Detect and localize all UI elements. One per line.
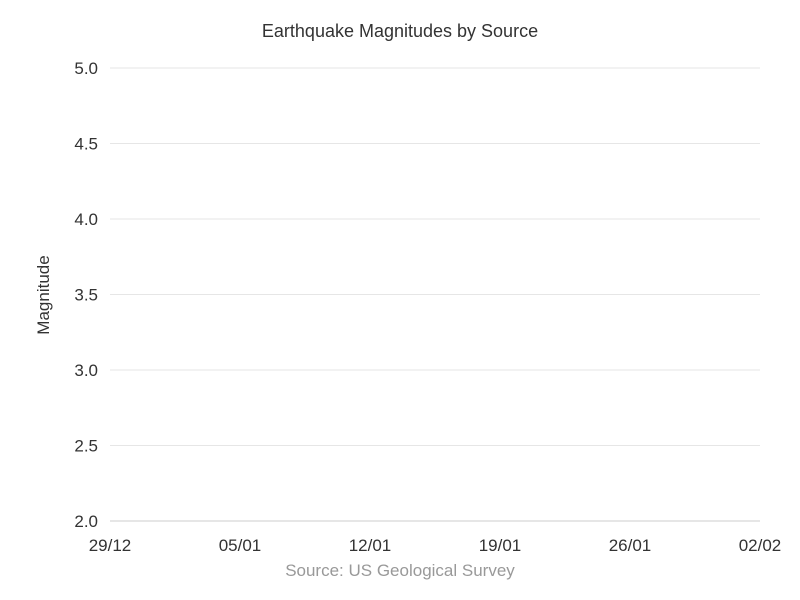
y-gridlines [110, 67, 760, 446]
y-tick-label: 2.5 [74, 437, 98, 456]
y-tick-label: 3.5 [74, 286, 98, 305]
y-tick-label: 4.5 [74, 135, 98, 154]
y-tick-label: 5.0 [74, 59, 98, 78]
chart-title: Earthquake Magnitudes by Source [262, 21, 538, 41]
x-tick-label: 19/01 [479, 536, 522, 555]
y-tick-labels: 2.0 2.5 3.0 3.5 4.0 4.5 5.0 [74, 59, 98, 531]
y-axis-label: Magnitude [34, 255, 53, 334]
y-tick-label: 4.0 [74, 210, 98, 229]
x-tick-label: 12/01 [349, 536, 392, 555]
y-tick-label: 3.0 [74, 361, 98, 380]
x-tick-label: 29/12 [89, 536, 132, 555]
x-tick-labels: 29/12 05/01 12/01 19/01 26/01 02/02 [89, 536, 782, 555]
y-tick-label: 2.0 [74, 512, 98, 531]
x-tick-label: 02/02 [739, 536, 782, 555]
source-credit: Source: US Geological Survey [285, 561, 515, 580]
x-tick-label: 26/01 [609, 536, 652, 555]
x-tick-label: 05/01 [219, 536, 262, 555]
